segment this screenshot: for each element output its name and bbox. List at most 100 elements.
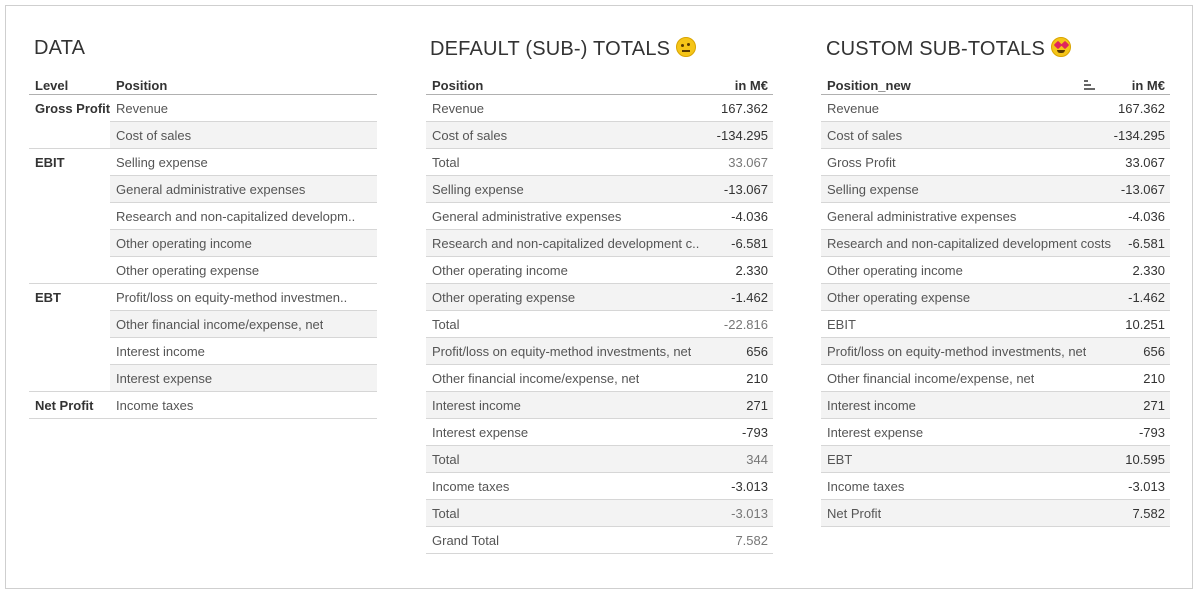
- row-label: Other operating income: [432, 263, 568, 278]
- row-value: 2.330: [1132, 263, 1165, 278]
- table-row[interactable]: Income taxes: [110, 392, 377, 419]
- row-value: 33.067: [728, 155, 768, 170]
- row-value: 210: [1143, 371, 1165, 386]
- row-label: Income taxes: [827, 479, 905, 494]
- table-row[interactable]: Selling expense -13.067: [426, 176, 773, 203]
- table-row[interactable]: Other financial income/expense, net 210: [426, 365, 773, 392]
- table-row[interactable]: Income taxes -3.013: [821, 473, 1170, 500]
- row-label: EBIT: [827, 317, 856, 332]
- row-label: Other operating income: [827, 263, 963, 278]
- row-label: Interest income: [432, 398, 521, 413]
- table-row[interactable]: Revenue 167.362: [426, 95, 773, 122]
- row-value: -4.036: [731, 209, 768, 224]
- position-label: Cost of sales: [116, 128, 192, 143]
- row-value: -1.462: [731, 290, 768, 305]
- row-label: General administrative expenses: [827, 209, 1017, 224]
- table-row[interactable]: Other operating income: [110, 230, 377, 257]
- table-row[interactable]: Interest expense: [110, 365, 377, 392]
- position-label: Selling expense: [116, 155, 208, 170]
- row-label: Interest expense: [827, 425, 924, 440]
- value-column-header[interactable]: in M€: [1131, 78, 1165, 93]
- row-label: Revenue: [432, 101, 485, 116]
- table-row[interactable]: Other operating income 2.330: [821, 257, 1170, 284]
- table-row[interactable]: Research and non-capitalized developm..: [110, 203, 377, 230]
- position-column-header[interactable]: Position: [432, 78, 484, 93]
- position-new-column-header[interactable]: Position_new: [827, 78, 911, 93]
- table-row[interactable]: Total -3.013: [426, 500, 773, 527]
- row-value: -13.067: [723, 182, 768, 197]
- row-label: Grand Total: [432, 533, 499, 548]
- custom-table-header: Position_new in M€: [821, 75, 1170, 95]
- custom-panel-title-text: CUSTOM SUB-TOTALS: [826, 38, 1045, 60]
- level-column-header[interactable]: Level: [35, 78, 69, 93]
- table-row[interactable]: Gross Profit 33.067: [821, 149, 1170, 176]
- position-column-header[interactable]: Position: [116, 78, 168, 93]
- row-label: Gross Profit: [827, 155, 896, 170]
- table-row[interactable]: Interest expense -793: [426, 419, 773, 446]
- table-row[interactable]: Total 344: [426, 446, 773, 473]
- table-row[interactable]: Other operating expense -1.462: [821, 284, 1170, 311]
- table-row[interactable]: Other financial income/expense, net: [110, 311, 377, 338]
- table-row[interactable]: Selling expense: [110, 149, 377, 176]
- table-row[interactable]: Revenue 167.362: [821, 95, 1170, 122]
- dashboard-frame: [5, 5, 1193, 589]
- position-label: Profit/loss on equity-method investmen..: [116, 290, 348, 305]
- table-row[interactable]: Selling expense -13.067: [821, 176, 1170, 203]
- default-panel-title-text: DEFAULT (SUB-) TOTALS: [430, 38, 671, 60]
- row-value: 167.362: [721, 101, 768, 116]
- table-row[interactable]: Research and non-capitalized development…: [821, 230, 1170, 257]
- table-row[interactable]: EBIT 10.251: [821, 311, 1170, 338]
- row-label: Total: [432, 452, 460, 467]
- row-label: Profit/loss on equity-method investments…: [432, 344, 692, 359]
- table-row[interactable]: Total 33.067: [426, 149, 773, 176]
- row-label: Cost of sales: [432, 128, 508, 143]
- sort-icon[interactable]: [1084, 79, 1095, 90]
- row-label: Cost of sales: [827, 128, 903, 143]
- table-row[interactable]: EBT 10.595: [821, 446, 1170, 473]
- row-label: Other operating expense: [432, 290, 576, 305]
- table-row[interactable]: General administrative expenses: [110, 176, 377, 203]
- table-row[interactable]: Profit/loss on equity-method investments…: [426, 338, 773, 365]
- row-value: -3.013: [731, 479, 768, 494]
- row-value: -793: [741, 425, 768, 440]
- row-label: Other financial income/expense, net: [827, 371, 1035, 386]
- table-row[interactable]: Profit/loss on equity-method investmen..: [110, 284, 377, 311]
- table-row[interactable]: Total -22.816: [426, 311, 773, 338]
- table-row[interactable]: General administrative expenses -4.036: [821, 203, 1170, 230]
- table-row[interactable]: Interest income 271: [426, 392, 773, 419]
- row-label: Other operating expense: [827, 290, 971, 305]
- row-value: 10.595: [1125, 452, 1165, 467]
- row-value: -6.581: [1128, 236, 1165, 251]
- table-row[interactable]: Grand Total 7.582: [426, 527, 773, 554]
- table-row[interactable]: Interest income: [110, 338, 377, 365]
- row-label: Total: [432, 317, 460, 332]
- value-column-header[interactable]: in M€: [734, 78, 768, 93]
- table-row[interactable]: Revenue: [110, 95, 377, 122]
- row-value: 167.362: [1118, 101, 1165, 116]
- row-value: 33.067: [1125, 155, 1165, 170]
- table-row[interactable]: Cost of sales -134.295: [426, 122, 773, 149]
- table-row[interactable]: Interest expense -793: [821, 419, 1170, 446]
- row-value: 344: [746, 452, 768, 467]
- custom-panel-title: CUSTOM SUB-TOTALS: [826, 37, 1071, 61]
- table-row[interactable]: Cost of sales -134.295: [821, 122, 1170, 149]
- row-label: Total: [432, 506, 460, 521]
- level-label: Net Profit: [35, 398, 94, 413]
- table-row[interactable]: Interest income 271: [821, 392, 1170, 419]
- table-row[interactable]: Other financial income/expense, net 210: [821, 365, 1170, 392]
- row-label: Interest expense: [432, 425, 529, 440]
- table-row[interactable]: Other operating expense: [110, 257, 377, 284]
- default-panel-title: DEFAULT (SUB-) TOTALS: [430, 37, 697, 61]
- level-label: Gross Profit: [35, 101, 111, 116]
- table-row[interactable]: Profit/loss on equity-method investments…: [821, 338, 1170, 365]
- row-value: -13.067: [1120, 182, 1165, 197]
- table-row[interactable]: Net Profit 7.582: [821, 500, 1170, 527]
- table-row[interactable]: Research and non-capitalized development…: [426, 230, 773, 257]
- table-row[interactable]: Other operating expense -1.462: [426, 284, 773, 311]
- table-row[interactable]: Income taxes -3.013: [426, 473, 773, 500]
- heart-eyes-icon: [1051, 37, 1071, 57]
- table-row[interactable]: Cost of sales: [110, 122, 377, 149]
- table-row[interactable]: General administrative expenses -4.036: [426, 203, 773, 230]
- table-row[interactable]: Other operating income 2.330: [426, 257, 773, 284]
- row-label: Profit/loss on equity-method investments…: [827, 344, 1087, 359]
